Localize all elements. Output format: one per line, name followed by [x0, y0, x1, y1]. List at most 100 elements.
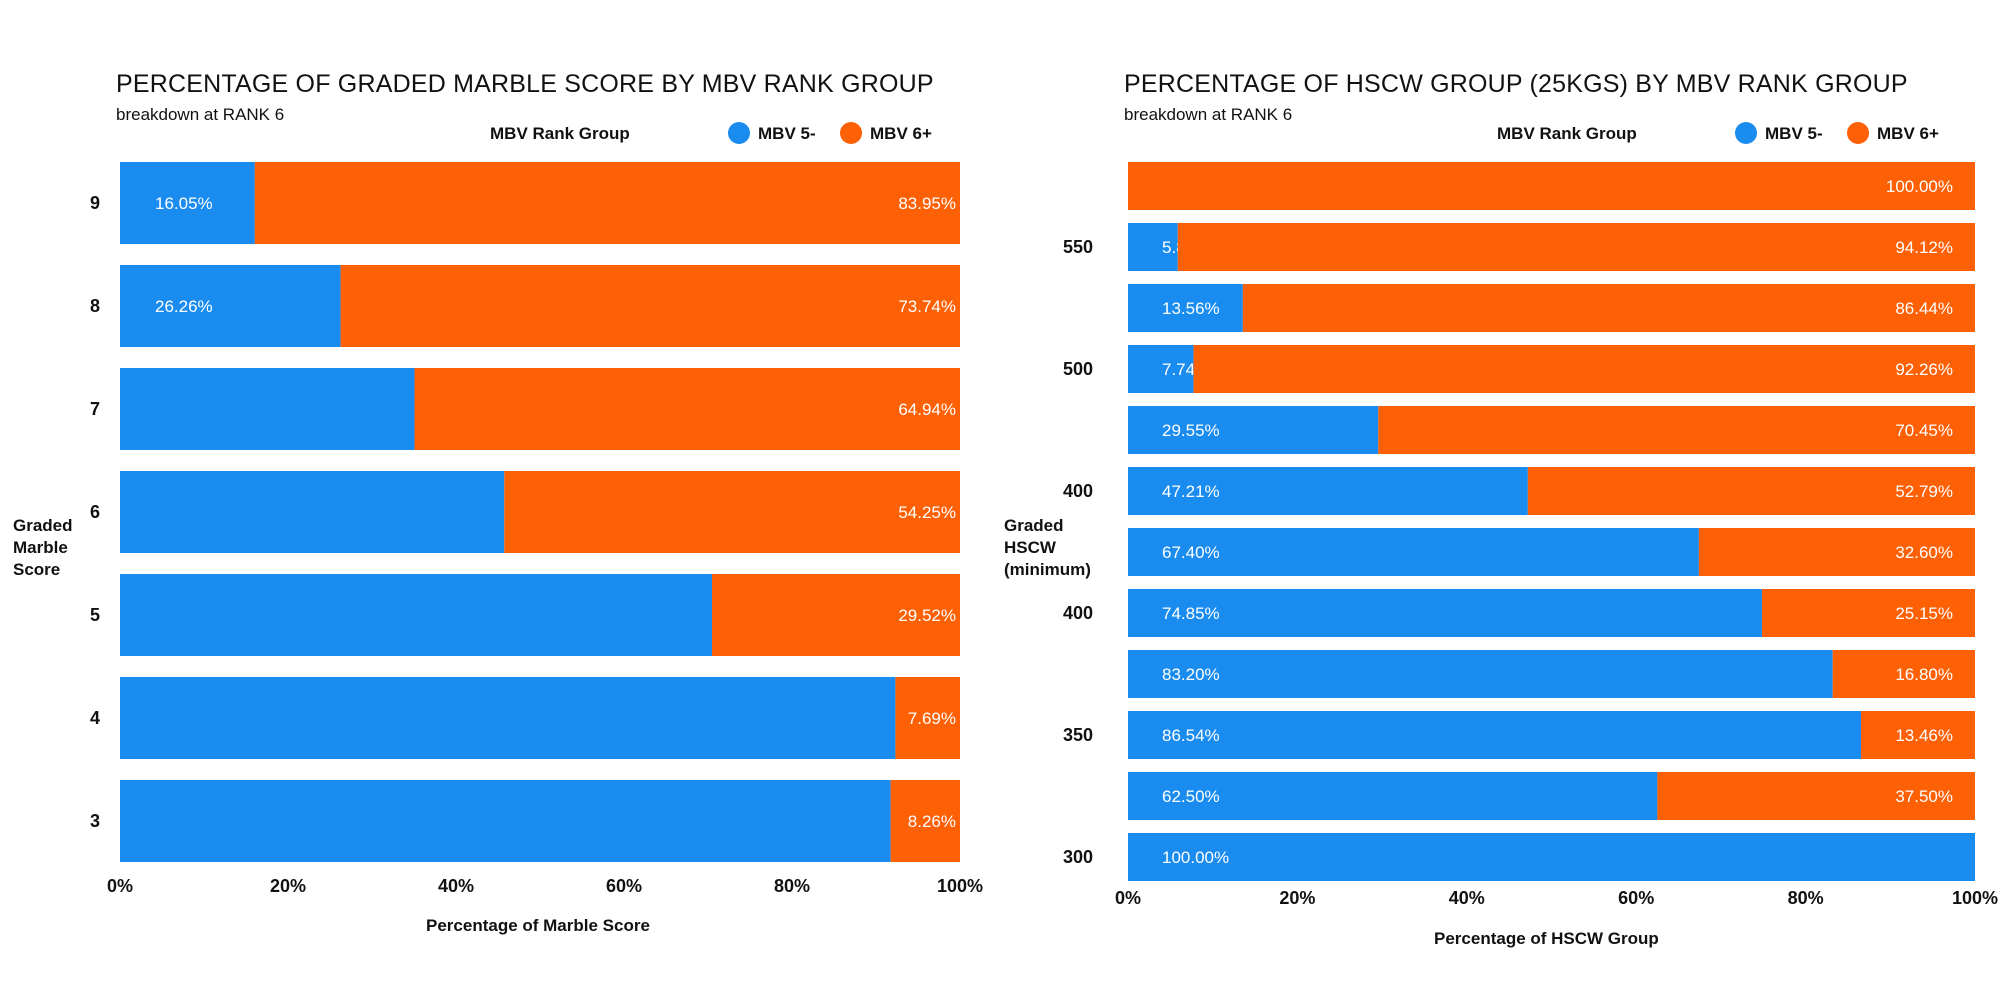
- bar-mbv6: [895, 677, 960, 759]
- y-tick-label: 300: [1063, 847, 1093, 867]
- x-tick-label: 0%: [1115, 888, 1141, 908]
- data-label: 100.00%: [1162, 848, 1229, 867]
- y-tick-label: 500: [1063, 359, 1093, 379]
- bar-mbv5: [1128, 711, 1861, 759]
- marble-score-chart: PERCENTAGE OF GRADED MARBLE SCORE BY MBV…: [13, 70, 983, 935]
- bar-mbv6: [1698, 528, 1975, 576]
- y-tick-label: 350: [1063, 725, 1093, 745]
- data-label: 52.79%: [1895, 482, 1953, 501]
- bar-mbv6: [890, 780, 960, 862]
- data-label: 13.56%: [1162, 299, 1220, 318]
- y-tick-label: 6: [90, 502, 100, 522]
- data-label: 74.85%: [1162, 604, 1220, 623]
- bar-mbv5: [120, 471, 505, 553]
- data-label: 83.20%: [1162, 665, 1220, 684]
- bar-mbv5: [1128, 528, 1699, 576]
- y-axis-title: Graded HSCW (minimum): [1004, 516, 1091, 579]
- bar-mbv5: [1128, 772, 1658, 820]
- bar-mbv6: [414, 368, 960, 450]
- bar-mbv6: [712, 574, 960, 656]
- chart-plot-area: 100.00%5.88%94.12%55013.56%86.44%7.74%92…: [1063, 162, 1998, 908]
- data-label: 29.52%: [898, 606, 956, 625]
- bar-mbv5: [1128, 833, 1975, 881]
- x-tick-label: 100%: [1952, 888, 1998, 908]
- data-label: 8.26%: [908, 812, 956, 831]
- chart-subtitle: breakdown at RANK 6: [116, 105, 285, 124]
- bar-mbv6: [1527, 467, 1975, 515]
- y-tick-label: 8: [90, 296, 100, 316]
- bar-mbv5: [120, 162, 255, 244]
- bar-mbv6: [1128, 162, 1975, 210]
- chart-title: PERCENTAGE OF HSCW GROUP (25KGS) BY MBV …: [1124, 70, 1908, 98]
- y-tick-label: 7: [90, 399, 100, 419]
- bar-mbv5: [120, 368, 415, 450]
- bar-mbv6: [1832, 650, 1975, 698]
- bar-mbv6: [340, 265, 961, 347]
- data-label: 86.44%: [1895, 299, 1953, 318]
- bar-mbv5: [120, 780, 891, 862]
- x-tick-label: 40%: [438, 876, 474, 896]
- data-label: 92.26%: [1895, 360, 1953, 379]
- legend-label-mbv6: MBV 6+: [870, 124, 932, 143]
- y-tick-label: 550: [1063, 237, 1093, 257]
- legend-swatch-mbv6: [840, 122, 862, 144]
- legend-title: MBV Rank Group: [1497, 124, 1637, 143]
- data-label: 86.54%: [1162, 726, 1220, 745]
- bar-mbv5: [1128, 223, 1178, 271]
- bar-mbv5: [1128, 406, 1379, 454]
- x-tick-label: 60%: [606, 876, 642, 896]
- bar-mbv6: [1378, 406, 1975, 454]
- y-tick-label: 400: [1063, 481, 1093, 501]
- bar-mbv6: [504, 471, 960, 553]
- y-tick-label: 400: [1063, 603, 1093, 623]
- x-tick-label: 80%: [1788, 888, 1824, 908]
- data-label: 47.21%: [1162, 482, 1220, 501]
- bar-mbv5: [120, 265, 341, 347]
- y-tick-label: 9: [90, 193, 100, 213]
- data-label: 16.80%: [1895, 665, 1953, 684]
- data-label: 13.46%: [1895, 726, 1953, 745]
- x-tick-label: 100%: [937, 876, 983, 896]
- data-label: 25.15%: [1895, 604, 1953, 623]
- chart-plot-area: 16.05% 83.95% 9 26.26% 73.74% 8 64.94% 7 54.25% 6…: [90, 162, 983, 896]
- data-label: 67.40%: [1162, 543, 1220, 562]
- legend-label-mbv6: MBV 6+: [1877, 124, 1939, 143]
- legend-title: MBV Rank Group: [490, 124, 630, 143]
- bar-mbv5: [1128, 589, 1762, 637]
- data-label: 100.00%: [1886, 177, 1953, 196]
- x-tick-label: 20%: [270, 876, 306, 896]
- chart-title: PERCENTAGE OF GRADED MARBLE SCORE BY MBV…: [116, 70, 934, 98]
- x-tick-label: 20%: [1279, 888, 1315, 908]
- legend-swatch-mbv6: [1847, 122, 1869, 144]
- legend-label-mbv5: MBV 5-: [758, 124, 816, 143]
- x-tick-label: 40%: [1449, 888, 1485, 908]
- data-label: 54.25%: [898, 503, 956, 522]
- data-label: 62.50%: [1162, 787, 1220, 806]
- x-tick-label: 60%: [1618, 888, 1654, 908]
- bar-mbv5: [1128, 284, 1243, 332]
- bar-mbv5: [1128, 345, 1194, 393]
- bar-mbv5: [1128, 650, 1833, 698]
- data-label: 37.50%: [1895, 787, 1953, 806]
- hscw-group-chart: PERCENTAGE OF HSCW GROUP (25KGS) BY MBV …: [1000, 0, 2000, 1000]
- bar-mbv5: [120, 677, 896, 759]
- data-label: 70.45%: [1895, 421, 1953, 440]
- data-label: 7.69%: [908, 709, 956, 728]
- x-axis-title: Percentage of Marble Score: [426, 916, 650, 935]
- data-label: 32.60%: [1895, 543, 1953, 562]
- chart-subtitle: breakdown at RANK 6: [1124, 105, 1293, 124]
- legend-swatch-mbv5: [1735, 122, 1757, 144]
- bar-mbv5: [1128, 467, 1528, 515]
- bar-mbv6: [1657, 772, 1975, 820]
- bar-mbv6: [1761, 589, 1975, 637]
- data-label: 64.94%: [898, 400, 956, 419]
- y-axis-title: Graded Marble Score: [13, 516, 73, 579]
- y-tick-label: 4: [90, 708, 100, 728]
- legend-label-mbv5: MBV 5-: [1765, 124, 1823, 143]
- data-label: 94.12%: [1895, 238, 1953, 257]
- x-tick-label: 0%: [107, 876, 133, 896]
- data-label: 73.74%: [898, 297, 956, 316]
- bar-mbv6: [1177, 223, 1975, 271]
- bar-mbv6: [1860, 711, 1975, 759]
- bar-mbv6: [1242, 284, 1975, 332]
